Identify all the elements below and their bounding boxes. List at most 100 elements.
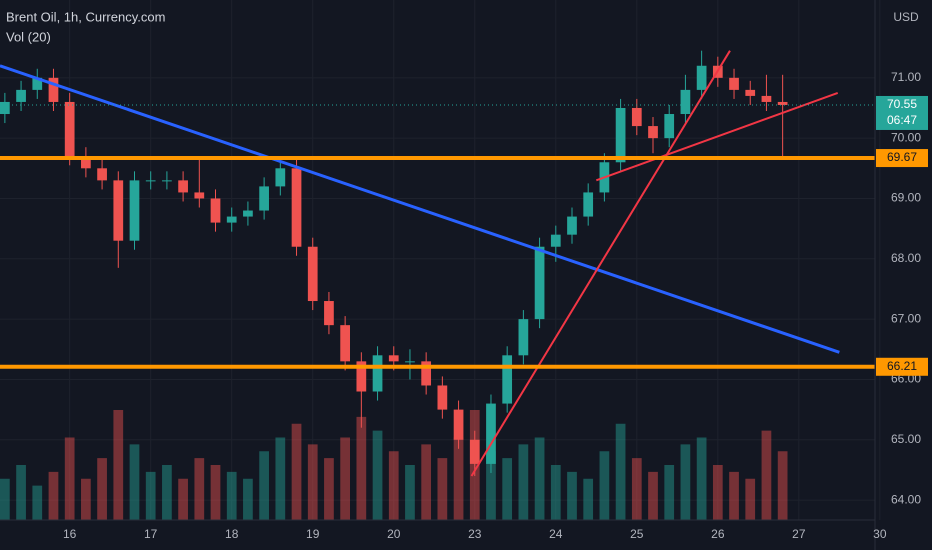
candle-body	[453, 409, 464, 440]
volume-bar	[648, 471, 658, 520]
candle-body	[243, 210, 253, 217]
candle-body	[64, 101, 75, 157]
candle-body	[372, 355, 383, 392]
candle-body	[129, 180, 140, 241]
candle-body	[145, 180, 156, 182]
volume-bar	[664, 465, 675, 520]
candle-body	[567, 216, 577, 235]
volume-bar	[502, 458, 513, 520]
volume-bar	[696, 437, 707, 520]
volume-bar	[599, 451, 610, 520]
volume-bar	[194, 458, 205, 520]
volume-bar	[372, 430, 383, 520]
x-tick-label: 25	[630, 527, 644, 541]
trendline	[595, 91, 839, 182]
candle-body	[421, 361, 432, 386]
countdown: 06:47	[887, 113, 917, 127]
volume-bar	[340, 437, 350, 520]
volume-bar	[761, 430, 772, 520]
candle-body	[486, 403, 496, 464]
y-tick-label: 71.00	[891, 70, 921, 84]
level-label: 66.21	[887, 359, 917, 373]
candle-body	[648, 126, 658, 139]
volume-bar	[729, 471, 739, 520]
candle-body	[356, 361, 367, 392]
candle-body	[340, 325, 350, 362]
volume-bar	[550, 465, 561, 520]
candle-body	[81, 156, 91, 169]
x-tick-label: 26	[711, 527, 725, 541]
volume-bar	[210, 465, 221, 520]
candle-body	[275, 168, 286, 187]
candle-body	[664, 114, 675, 139]
candle-body	[534, 246, 545, 320]
volume-bar	[275, 437, 286, 520]
x-tick-label: 19	[306, 527, 320, 541]
candle-body	[745, 89, 756, 96]
volume-bar	[712, 465, 723, 520]
candle-body	[680, 89, 691, 115]
volume-bar	[324, 458, 334, 520]
volume-bar	[486, 451, 496, 520]
candle-body	[16, 89, 26, 102]
candle-body	[405, 361, 415, 363]
level-tag	[876, 357, 928, 376]
candle-body	[178, 180, 188, 193]
volume-bar	[421, 444, 432, 520]
y-tick-label: 67.00	[891, 311, 921, 325]
candle-body	[97, 168, 107, 181]
last-price-label: 70.55	[887, 97, 917, 111]
volume-bar	[518, 444, 529, 520]
candle-body	[48, 77, 59, 102]
volume-bar	[81, 478, 91, 520]
volume-bar	[97, 458, 107, 520]
candle-body	[307, 246, 318, 302]
volume-bar	[259, 451, 269, 520]
candle-body	[0, 101, 10, 115]
volume-bar	[178, 478, 188, 520]
volume-bar	[388, 451, 399, 520]
candle-body	[518, 319, 529, 356]
volume-bar	[162, 465, 172, 520]
candle-body	[259, 186, 269, 211]
y-tick-label: 64.00	[891, 492, 921, 506]
volume-bar	[243, 478, 253, 520]
volume-bar	[631, 458, 642, 520]
volume-label: Vol (20)	[6, 29, 51, 44]
candle-body	[502, 355, 513, 404]
candle-body	[113, 180, 124, 241]
candle-body	[32, 77, 43, 90]
volume-bar	[48, 471, 59, 520]
volume-bar	[64, 437, 75, 520]
volume-bar	[129, 444, 140, 520]
volume-bar	[680, 444, 691, 520]
overlays	[0, 50, 875, 477]
trendline	[470, 50, 731, 477]
volume-bar	[745, 478, 756, 520]
volume-bar	[291, 423, 302, 520]
y-tick-label: 70.00	[891, 130, 921, 144]
y-tick-label: 69.00	[891, 191, 921, 205]
candle-body	[631, 107, 642, 127]
volume-bar	[145, 471, 156, 520]
candle-body	[761, 95, 772, 102]
x-tick-label: 18	[225, 527, 239, 541]
volume-bar	[615, 423, 626, 520]
volume-bar	[583, 478, 594, 520]
last-price-tag	[876, 95, 928, 130]
axis-labels: 64.0065.0066.0067.0068.0069.0070.0071.00…	[63, 70, 928, 541]
x-tick-label: 23	[468, 527, 482, 541]
level-tag	[876, 149, 928, 168]
volume-bar	[437, 458, 448, 520]
candle-body	[583, 192, 594, 217]
candles	[0, 50, 788, 476]
x-tick-label: 30	[873, 527, 887, 541]
candle-body	[226, 216, 237, 223]
candle-body	[162, 180, 172, 182]
trendline	[0, 64, 840, 354]
volume-bar	[16, 465, 26, 520]
y-tick-label: 65.00	[891, 432, 921, 446]
x-tick-label: 16	[63, 527, 77, 541]
